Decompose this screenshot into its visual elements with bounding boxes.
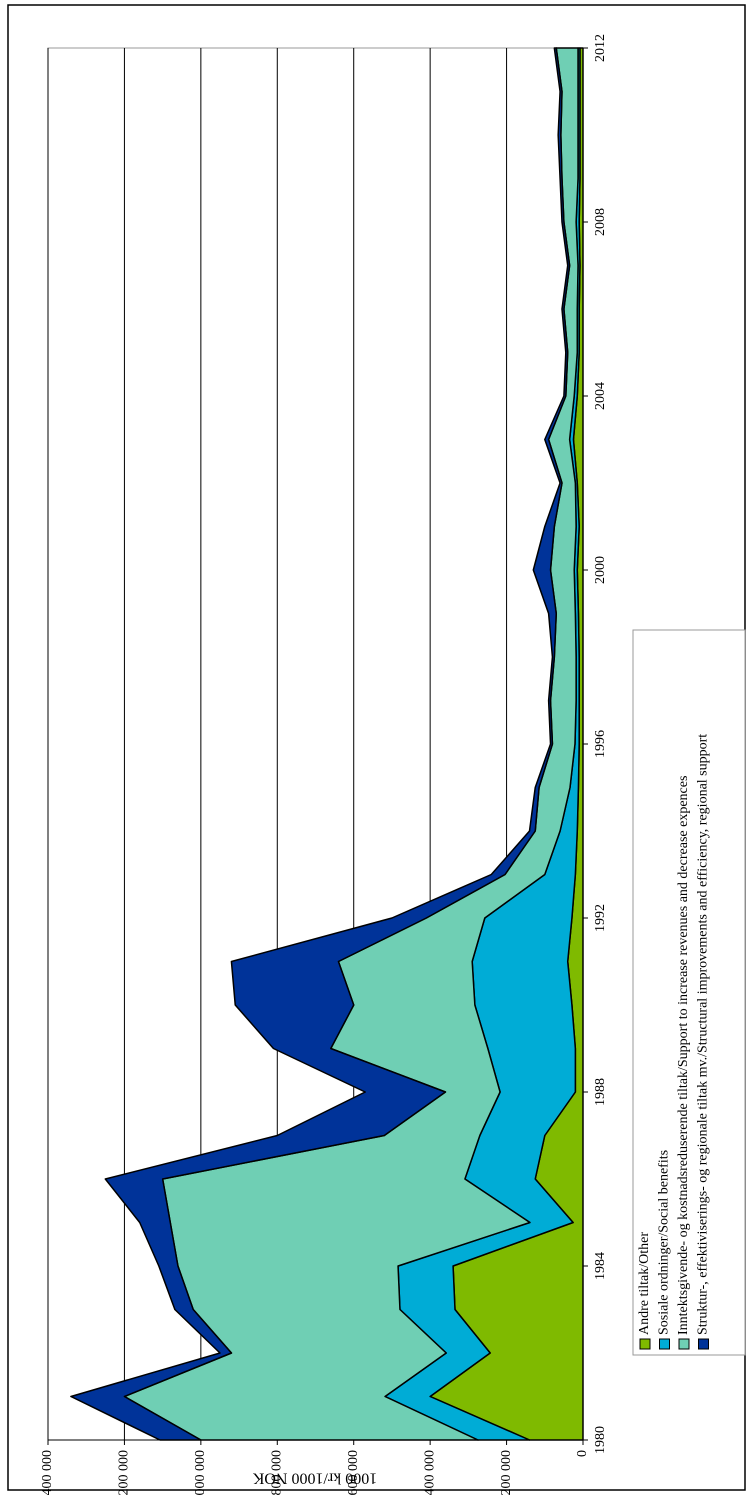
x-tick-label: 1988	[593, 1078, 608, 1106]
legend-label: Andre tiltak/Other	[637, 1232, 652, 1335]
y-tick-label: 1 400 000	[40, 1450, 55, 1495]
y-tick-label: 400 000	[422, 1450, 437, 1495]
legend-box	[632, 629, 746, 1356]
x-tick-label: 1992	[593, 904, 608, 932]
legend-label: Sosiale ordninger/Social benefits	[657, 1150, 672, 1335]
y-tick-label: 600 000	[346, 1450, 361, 1495]
legend-swatch	[698, 1338, 709, 1350]
y-axis-title: 1000 kr/1000 NOK	[252, 1469, 377, 1486]
legend-label: Inntektsgivende- og kostnadsreduserende …	[676, 776, 691, 1335]
y-tick-label: 200 000	[499, 1450, 514, 1495]
y-tick-label: 1 000 000	[193, 1450, 208, 1495]
y-tick-label: 800 000	[270, 1450, 285, 1495]
x-tick-label: 1996	[593, 730, 608, 758]
legend-label: Struktur-, effektiviserings- og regional…	[696, 734, 711, 1335]
x-tick-label: 2000	[593, 556, 608, 584]
x-tick-label: 1984	[593, 1252, 608, 1280]
y-tick-label: 0	[575, 1450, 590, 1457]
legend-swatch	[639, 1338, 651, 1350]
y-tick-label: 1 200 000	[117, 1450, 132, 1495]
x-tick-label: 2008	[593, 208, 608, 236]
x-tick-label: 2004	[593, 382, 608, 410]
area	[70, 47, 571, 1441]
legend-swatch	[659, 1338, 670, 1350]
legend-swatch	[678, 1338, 690, 1350]
x-tick-label: 2012	[593, 34, 608, 62]
x-tick-label: 1980	[593, 1426, 608, 1454]
